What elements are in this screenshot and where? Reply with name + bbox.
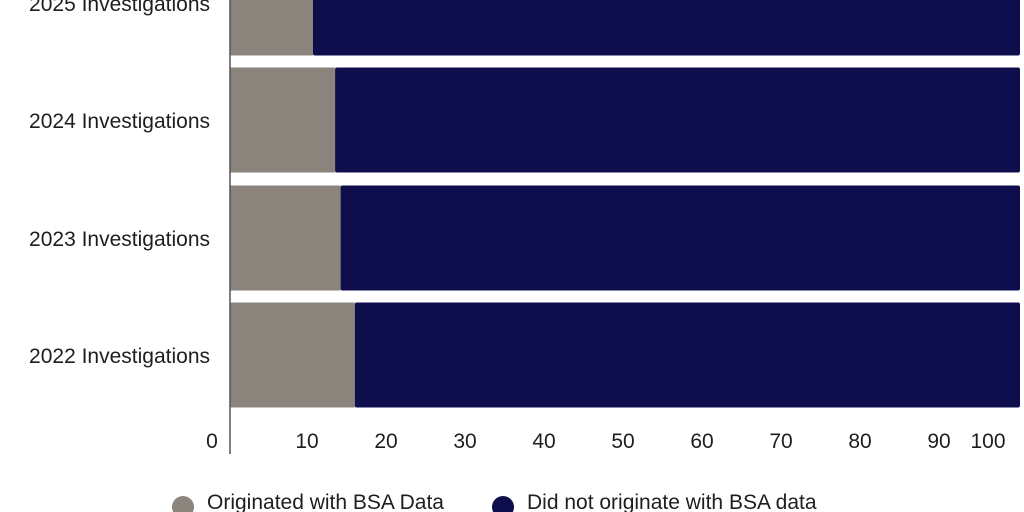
x-tick-label: 50: [611, 430, 634, 453]
legend-label: Originated with BSA Data: [207, 491, 444, 512]
x-tick-label: 60: [690, 430, 713, 453]
x-tick-label: 30: [453, 430, 476, 453]
x-tick-label: 0: [206, 430, 218, 453]
x-axis-tick-labels: 0 10 20 30 40 50 60 70 80 90 100: [206, 430, 1005, 453]
x-tick-label: 10: [295, 430, 318, 453]
bar-segment-originated-1: [230, 67, 336, 173]
x-tick-label: 20: [374, 430, 397, 453]
category-label: 2024 Investigations: [29, 110, 210, 133]
category-label: 2025 Investigations: [29, 0, 210, 16]
x-tick-label: 80: [848, 430, 871, 453]
category-labels: 2025 Investigations 2024 Investigations 20…: [29, 0, 210, 368]
bar-segment-originated-2: [230, 185, 341, 291]
legend-marker: [172, 496, 194, 512]
bar-segment-not-originated-0: [312, 0, 1020, 56]
x-tick-label: 70: [769, 430, 792, 453]
bar-segment-not-originated-1: [335, 67, 1020, 173]
x-tick-label: 90: [927, 430, 950, 453]
bars-layer: [230, 0, 1021, 408]
bar-segment-not-originated-3: [354, 302, 1020, 408]
x-tick-label: 100: [970, 430, 1005, 453]
category-label: 2023 Investigations: [29, 228, 210, 251]
bar-segment-originated-3: [230, 302, 355, 408]
bar-segment-originated-0: [230, 0, 313, 56]
legend-marker: [492, 496, 514, 512]
legend: Originated with BSA Data Did not originat…: [172, 491, 817, 512]
x-tick-label: 40: [532, 430, 555, 453]
bar-segment-not-originated-2: [340, 185, 1021, 291]
category-label: 2022 Investigations: [29, 345, 210, 368]
legend-label: Did not originate with BSA data: [527, 491, 817, 512]
